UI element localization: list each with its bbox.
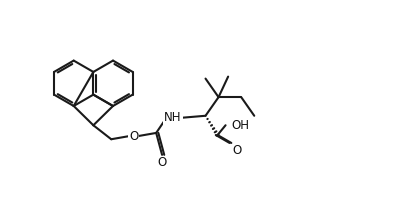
- Text: O: O: [232, 144, 242, 157]
- Text: NH: NH: [164, 111, 182, 124]
- Text: O: O: [129, 130, 138, 143]
- Text: OH: OH: [232, 119, 250, 132]
- Text: O: O: [158, 156, 167, 169]
